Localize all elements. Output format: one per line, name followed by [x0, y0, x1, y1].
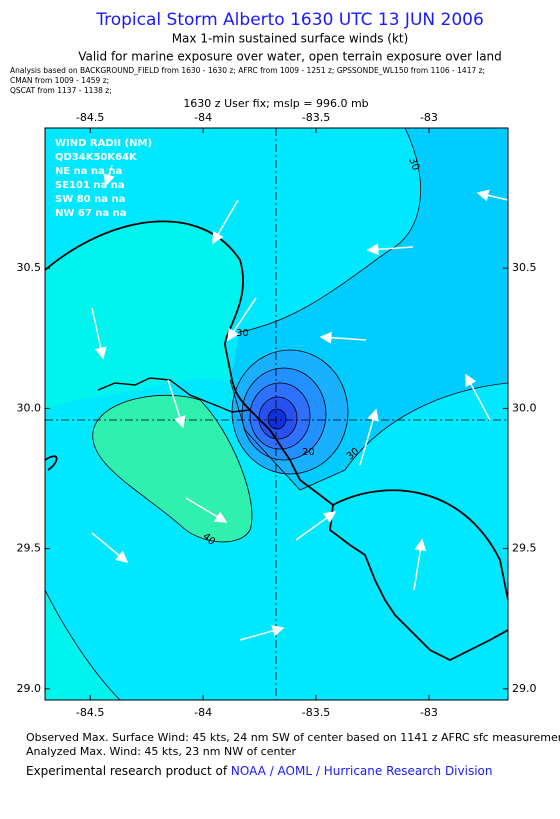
radii-line: SW 80 na na: [55, 194, 125, 205]
map-area: [45, 128, 508, 700]
analyzed-text: Analyzed Max. Wind: 45 kts, 23 nm NW of …: [26, 745, 297, 758]
x-tick-label: -84.5: [76, 111, 104, 124]
credit: Experimental research product of: [26, 764, 231, 778]
y-tick-label: 30.0: [17, 401, 42, 414]
contour-label: 30: [236, 328, 249, 339]
link[interactable]: NOAA / AOML / Hurricane Research Divisio…: [231, 764, 493, 778]
analysis-text: QSCAT from 1137 - 1138 z;: [10, 86, 112, 95]
y-tick-label: 30.5: [512, 261, 537, 274]
x-tick-label: -83: [420, 706, 438, 719]
y-tick-label: 30.5: [17, 261, 42, 274]
y-tick-label: 30.0: [512, 401, 537, 414]
title: Tropical Storm Alberto 1630 UTC 13 JUN 2…: [95, 10, 484, 30]
y-tick-label: 29.5: [512, 542, 537, 555]
analysis-text: Analysis based on BACKGROUND_FIELD from …: [10, 66, 485, 75]
radii-line: WIND RADII (NM): [55, 138, 152, 149]
y-tick-label: 29.0: [512, 682, 537, 695]
analysis-text: CMAN from 1009 - 1459 z;: [10, 76, 109, 85]
x-tick-label: -84: [194, 111, 212, 124]
wind-radii: WIND RADII (NM) QD34K50K64K NE na na na SE1…: [55, 138, 152, 219]
credit-text: Experimental research product of NOAA / …: [26, 764, 492, 778]
contour-label: 30: [406, 156, 421, 172]
radii-line: QD34K50K64K: [55, 152, 138, 163]
x-tick-label: -83.5: [302, 706, 330, 719]
radii-line: NE na na na: [55, 166, 122, 177]
subtitle: Max 1-min sustained surface winds (kt): [172, 32, 409, 46]
x-tick-label: -83.5: [302, 111, 330, 124]
y-tick-label: 29.5: [17, 542, 42, 555]
y-tick-label: 29.0: [17, 682, 42, 695]
radii-line: SE101 na na: [55, 180, 125, 191]
radii-line: NW 67 na na: [55, 208, 127, 219]
x-tick-label: -84.5: [76, 706, 104, 719]
x-tick-label: -83: [420, 111, 438, 124]
axis-ticks: -84.5 -84.5 -84 -84 -83.5 -83.5 -83 -83 29.0 29.0…: [17, 111, 537, 719]
observed-text: Observed Max. Surface Wind: 45 kts, 24 n…: [26, 731, 560, 744]
x-tick-label: -84: [194, 706, 212, 719]
fix-text: 1630 z User fix; mslp = 996.0 mb: [183, 97, 368, 110]
valid-text: Valid for marine exposure over water, op…: [78, 50, 502, 64]
contour-label: 20: [302, 447, 315, 458]
map-frame: [44, 127, 509, 701]
wind-arrows: [91, 164, 508, 641]
